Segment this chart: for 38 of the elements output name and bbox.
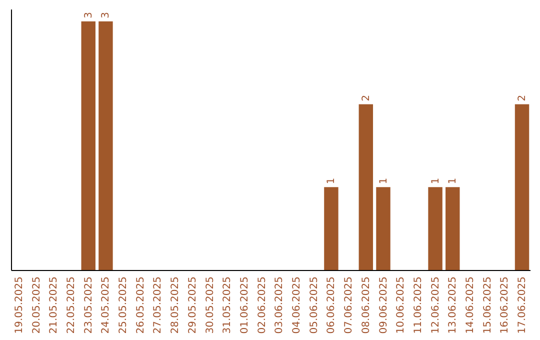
x-tick-label: 10.06.2025 xyxy=(396,276,407,334)
x-tick-label: 29.05.2025 xyxy=(187,276,198,334)
x-tick-label: 24.05.2025 xyxy=(100,276,112,334)
data-label: 1 xyxy=(448,178,459,184)
x-tick-label: 05.06.2025 xyxy=(308,276,320,334)
x-tick-label: 14.06.2025 xyxy=(464,276,476,334)
x-tick-label: 31.05.2025 xyxy=(222,276,234,334)
data-label: 1 xyxy=(430,178,442,184)
x-tick-label: 01.06.2025 xyxy=(239,276,250,334)
x-tick-label: 13.06.2025 xyxy=(448,276,459,334)
x-tick-label: 20.05.2025 xyxy=(31,276,42,334)
x-tick-label: 16.06.2025 xyxy=(500,276,511,334)
x-tick-label: 11.06.2025 xyxy=(412,276,424,334)
data-label: 3 xyxy=(83,12,94,18)
x-tick-label: 04.06.2025 xyxy=(292,276,303,334)
x-tick-label: 07.06.2025 xyxy=(344,276,355,334)
x-tick-label: 03.06.2025 xyxy=(274,276,286,334)
data-label: 1 xyxy=(326,178,338,184)
x-tick-label: 15.06.2025 xyxy=(482,276,494,334)
data-label: 2 xyxy=(517,94,528,102)
x-tick-label: 26.05.2025 xyxy=(135,276,146,334)
data-label: 1 xyxy=(378,178,390,184)
x-tick-label: 12.06.2025 xyxy=(430,276,442,334)
x-tick-label: 19.05.2025 xyxy=(14,276,25,334)
data-label: 2 xyxy=(360,94,372,102)
x-tick-label: 28.05.2025 xyxy=(170,276,182,334)
x-tick-label: 22.05.2025 xyxy=(66,276,78,334)
x-tick-label: 25.05.2025 xyxy=(118,276,130,334)
x-tick-label: 21.05.2025 xyxy=(48,276,60,334)
x-tick-label: 08.06.2025 xyxy=(360,276,372,334)
x-tick-label: 06.06.2025 xyxy=(326,276,338,334)
x-tick-label: 09.06.2025 xyxy=(378,276,390,334)
x-tick-label: 27.05.2025 xyxy=(152,276,164,334)
data-label: 3 xyxy=(100,12,112,18)
x-tick-label: 23.05.2025 xyxy=(83,276,94,334)
x-tick-label: 30.05.2025 xyxy=(204,276,216,334)
x-tick-label: 17.06.2025 xyxy=(517,276,528,334)
x-tick-label: 02.06.2025 xyxy=(256,276,268,334)
